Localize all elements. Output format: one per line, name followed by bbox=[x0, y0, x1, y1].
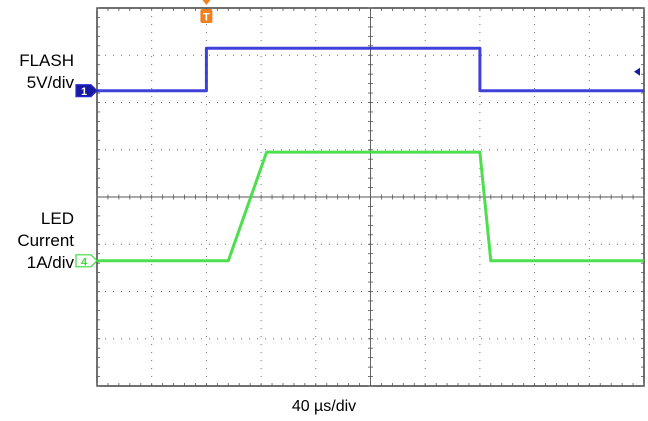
trigger-arrow-icon bbox=[202, 0, 211, 5]
series-line-2 bbox=[97, 150, 644, 263]
led-current-label: LED Current 1A/div bbox=[0, 208, 74, 274]
series-line-1 bbox=[97, 46, 644, 93]
channel-marker-label-1: 1 bbox=[81, 86, 87, 98]
flash-label: FLASH 5V/div bbox=[0, 50, 74, 94]
led-name-line2: Current bbox=[17, 231, 74, 250]
channel-marker-1 bbox=[75, 84, 98, 98]
flash-scale: 5V/div bbox=[26, 73, 74, 92]
trigger-marker-icon bbox=[200, 9, 213, 23]
channel-marker-label-2: 4 bbox=[81, 256, 88, 268]
led-name-line1: LED bbox=[40, 209, 74, 228]
flash-name: FLASH bbox=[19, 51, 74, 70]
trigger-marker-label: T bbox=[203, 12, 210, 24]
x-axis-label: 40 µs/div bbox=[291, 398, 357, 415]
channel-marker-2 bbox=[75, 254, 98, 268]
channel-1-reference-arrow bbox=[634, 67, 640, 76]
led-scale: 1A/div bbox=[26, 253, 74, 272]
